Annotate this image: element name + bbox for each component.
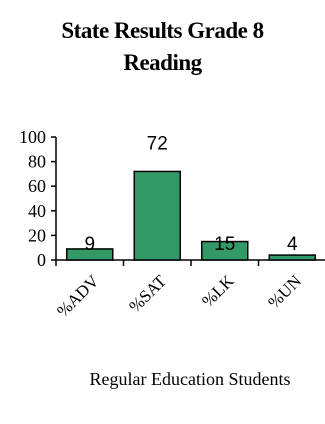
y-tick-label: 100 — [19, 127, 46, 147]
chart-title-line-2: Reading — [123, 50, 202, 75]
data-label: 4 — [287, 234, 298, 255]
data-label: 15 — [214, 234, 235, 255]
bar — [133, 170, 181, 261]
data-label: 72 — [147, 133, 168, 154]
data-label: 9 — [84, 234, 95, 255]
x-category-label: %ADV — [53, 271, 103, 321]
y-tick-label: 60 — [28, 176, 46, 196]
bar — [268, 254, 316, 261]
bar — [201, 240, 249, 261]
y-tick-label: 0 — [37, 250, 46, 270]
x-category-label: %SAT — [125, 271, 170, 316]
y-tick-label: 40 — [28, 201, 46, 221]
x-axis-title: Regular Education Students — [90, 369, 291, 389]
chart-title-line-1: State Results Grade 8 — [61, 18, 264, 43]
bar — [66, 248, 114, 261]
y-tick-label: 20 — [28, 225, 46, 245]
x-category-label: %UN — [264, 271, 305, 312]
x-category-label: %LK — [198, 271, 238, 311]
y-tick-label: 80 — [28, 152, 46, 172]
